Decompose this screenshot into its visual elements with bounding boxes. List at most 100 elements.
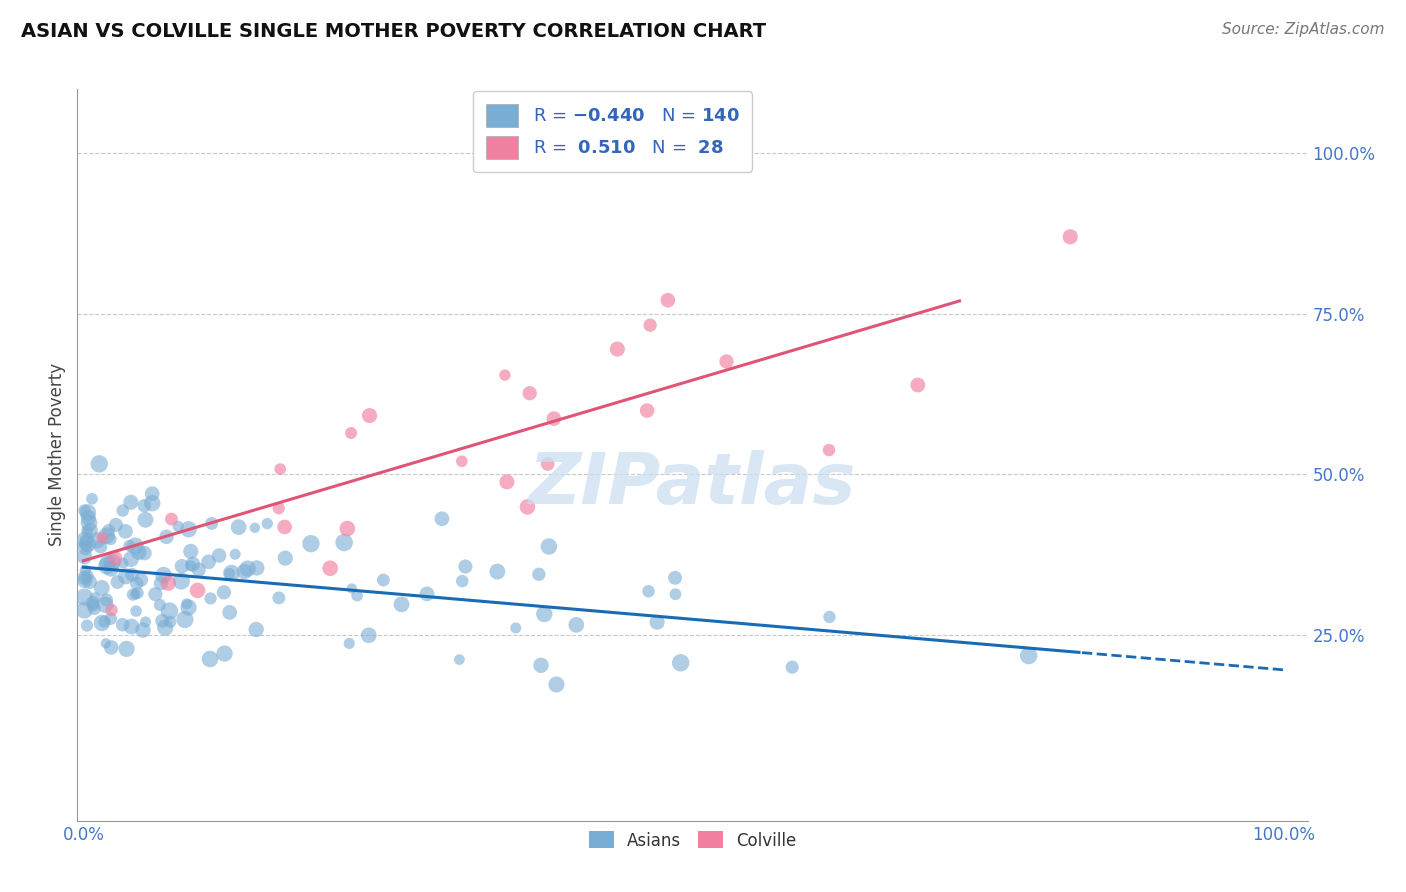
Point [96,529,118,543]
Point [121,619,143,633]
Point [543,411,565,425]
Point [527,567,550,582]
Point [120,552,142,566]
Point [134,513,156,527]
Point [273,520,295,534]
Point [73,571,96,585]
Point [77,516,100,530]
Point [200,591,222,606]
Point [159,604,181,618]
Point [565,617,588,632]
Point [340,582,363,596]
Point [373,573,395,587]
Point [100,561,122,575]
Point [120,495,142,509]
Point [505,621,527,635]
Point [212,585,235,599]
Point [127,586,149,600]
Point [486,565,509,579]
Point [159,615,181,629]
Point [170,574,193,588]
Point [125,576,148,591]
Point [94,636,117,650]
Point [80,491,103,506]
Point [76,618,98,632]
Point [93,615,115,629]
Point [114,524,136,539]
Point [82,599,104,613]
Point [167,519,190,533]
Point [77,510,100,524]
Point [73,503,96,517]
Point [218,605,240,619]
Point [73,603,96,617]
Point [269,462,291,476]
Point [657,293,679,308]
Point [340,425,363,440]
Point [125,604,148,618]
Point [79,524,101,538]
Point [84,591,107,605]
Point [214,647,236,661]
Point [319,561,342,575]
Point [818,443,841,458]
Point [198,652,221,666]
Point [152,568,174,582]
Point [299,536,322,550]
Point [73,590,96,604]
Point [89,457,111,471]
Point [97,556,120,570]
Legend: Asians, Colville: Asians, Colville [582,825,803,856]
Point [132,623,155,637]
Point [664,587,686,601]
Text: ASIAN VS COLVILLE SINGLE MOTHER POVERTY CORRELATION CHART: ASIAN VS COLVILLE SINGLE MOTHER POVERTY … [21,22,766,41]
Point [357,628,380,642]
Y-axis label: Single Mother Poverty: Single Mother Poverty [48,363,66,547]
Point [337,636,360,650]
Point [669,656,692,670]
Point [118,539,141,553]
Point [516,500,538,514]
Point [606,342,628,356]
Point [107,574,129,589]
Point [256,516,278,531]
Point [180,558,202,573]
Point [104,551,127,566]
Point [274,551,297,566]
Point [155,530,177,544]
Point [122,588,145,602]
Point [115,569,138,583]
Point [160,512,183,526]
Point [664,571,686,585]
Point [637,584,659,599]
Point [174,612,197,626]
Point [267,501,290,516]
Point [75,564,97,578]
Point [100,532,122,546]
Point [177,522,200,536]
Point [101,556,124,570]
Point [134,546,156,560]
Point [201,516,224,531]
Point [530,658,553,673]
Point [94,598,117,612]
Point [391,597,413,611]
Point [75,541,97,555]
Point [155,621,177,635]
Point [716,354,738,368]
Point [75,533,97,547]
Point [645,615,668,630]
Point [115,641,138,656]
Point [96,592,118,607]
Point [134,499,156,513]
Point [451,574,474,588]
Point [150,614,173,628]
Point [76,569,98,583]
Point [208,549,231,563]
Point [83,601,105,615]
Point [246,561,269,575]
Point [100,640,122,655]
Point [170,559,193,574]
Point [416,587,439,601]
Point [449,652,471,666]
